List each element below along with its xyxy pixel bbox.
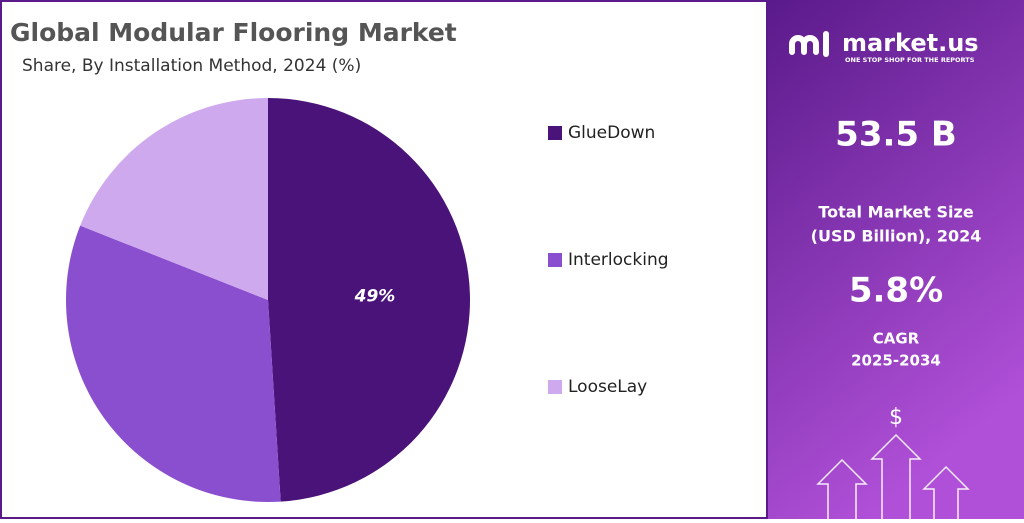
pie-slice: [80, 98, 268, 300]
cagr: 5.8%: [849, 271, 943, 311]
brand: market.us: [842, 29, 979, 57]
legend: GlueDown Interlocking LooseLay: [548, 123, 669, 397]
pie: 49%: [65, 98, 470, 502]
pie-slice: [268, 98, 470, 502]
legend-swatch: [548, 380, 562, 394]
market-size-label: Total Market Size: [818, 203, 973, 222]
legend-label: LooseLay: [568, 377, 647, 397]
tagline: ONE STOP SHOP FOR THE REPORTS: [845, 56, 975, 64]
market-size: 53.5 B: [835, 115, 957, 155]
data-label: 49%: [354, 287, 396, 307]
pie-slice: [65, 225, 281, 502]
arrows-icon: [816, 433, 970, 519]
sidebar-panel: [768, 0, 1024, 519]
legend-label: Interlocking: [568, 250, 669, 270]
chart-subtitle: Share, By Installation Method, 2024 (%): [22, 56, 361, 76]
chart-title: Global Modular Flooring Market: [10, 18, 457, 47]
cagr-label: 2025-2034: [851, 352, 941, 370]
logo: [789, 31, 829, 57]
dollar-icon: $: [889, 405, 903, 430]
legend-swatch: [548, 253, 562, 267]
market-size-label: (USD Billion), 2024: [811, 227, 982, 246]
legend-label: GlueDown: [568, 123, 655, 143]
legend-swatch: [548, 126, 562, 140]
cagr-label: CAGR: [873, 330, 920, 348]
